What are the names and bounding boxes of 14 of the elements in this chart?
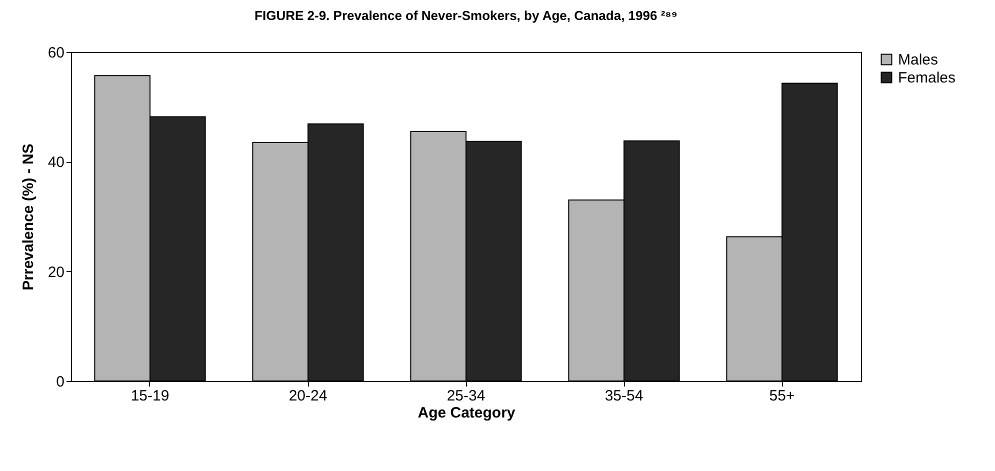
x-tick-label: 20-24	[288, 388, 328, 404]
legend-label: Males	[898, 52, 938, 68]
x-tick-label: 35-54	[604, 388, 644, 404]
y-tick-label: 40	[48, 154, 64, 172]
x-tick-label: 25-34	[446, 388, 486, 404]
chart-title: FIGURE 2-9. Prevalence of Never-Smokers, by Age, Canada, 1996 ²⁸⁹	[254, 8, 678, 23]
y-axis-title: Prrevalence (%) - NS	[20, 144, 37, 290]
y-tick-label: 0	[56, 374, 64, 390]
legend-label: Females	[898, 70, 956, 86]
y-tick-label: 60	[48, 44, 64, 62]
x-axis-title: Age Category	[418, 404, 516, 422]
x-tick-label: 55+	[769, 388, 795, 404]
y-tick-label: 20	[48, 264, 64, 281]
x-tick-label: 15-19	[130, 388, 170, 404]
